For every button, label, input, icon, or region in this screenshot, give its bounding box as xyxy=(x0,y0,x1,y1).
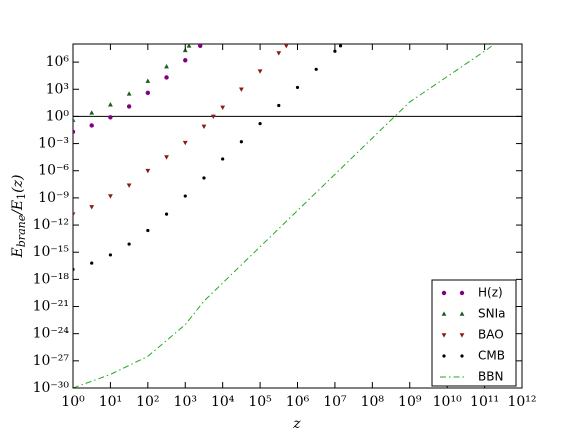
data-point xyxy=(239,140,243,144)
data-point xyxy=(145,78,151,83)
data-point xyxy=(202,176,206,180)
y-label-part: 1 xyxy=(15,193,28,200)
y-axis-label: Ebrane/E1(z) xyxy=(10,175,28,259)
y-tick-label: 10⁻³ xyxy=(38,136,69,152)
data-point xyxy=(276,51,282,56)
data-point xyxy=(126,183,132,188)
x-tick-label: 10¹ xyxy=(99,394,122,410)
data-point xyxy=(257,69,263,74)
y-label-part: (z) xyxy=(10,175,26,193)
y-label-part: brane xyxy=(15,214,28,247)
data-point xyxy=(164,64,169,69)
x-tick-label: 10² xyxy=(136,394,159,410)
legend-swatch xyxy=(459,290,465,296)
data-point xyxy=(73,212,76,217)
data-point xyxy=(333,49,337,53)
data-point xyxy=(186,44,192,48)
data-point xyxy=(210,114,216,120)
x-tick-label: 10⁵ xyxy=(248,394,272,410)
data-point xyxy=(146,228,150,233)
data-point xyxy=(89,205,95,210)
y-label-part: E xyxy=(10,247,26,258)
y-label-part: /E xyxy=(10,200,26,217)
legend-label: CMB xyxy=(478,349,505,363)
data-point xyxy=(198,44,203,49)
data-point xyxy=(73,117,76,122)
legend-swatch xyxy=(459,333,465,338)
data-point xyxy=(90,261,94,265)
data-point xyxy=(108,253,113,257)
legend-swatch xyxy=(441,311,447,316)
data-point xyxy=(238,87,244,92)
x-tick-label: 10⁹ xyxy=(398,394,422,410)
data-point xyxy=(182,140,188,146)
data-point xyxy=(295,85,300,90)
x-tick-label: 10⁴ xyxy=(211,394,235,410)
x-tick-label: 10⁷ xyxy=(323,394,347,410)
y-tick-label: 10⁻²⁷ xyxy=(33,353,70,369)
x-tick-label: 10³ xyxy=(174,394,197,410)
y-tick-label: 10⁰ xyxy=(46,108,70,124)
x-tick-label: 10¹¹ xyxy=(470,394,499,410)
data-point xyxy=(89,110,95,115)
data-point xyxy=(73,267,75,272)
data-point xyxy=(164,75,169,80)
data-point xyxy=(283,44,289,49)
data-point xyxy=(258,122,262,126)
x-tick-label: 10¹⁰ xyxy=(433,394,462,410)
data-point xyxy=(183,194,187,198)
plot-area xyxy=(73,44,522,388)
legend-label: BAO xyxy=(478,328,504,342)
data-point xyxy=(164,155,169,160)
data-point xyxy=(220,105,226,110)
y-tick-label: 10⁻⁶ xyxy=(38,163,69,179)
x-axis-label: z xyxy=(292,416,301,432)
x-tick-label: 10⁸ xyxy=(361,394,385,410)
x-tick-label: 10⁰ xyxy=(61,394,85,410)
y-tick-label: 10⁻²⁴ xyxy=(33,326,70,342)
legend-label: H(z) xyxy=(478,286,503,300)
data-point xyxy=(126,91,132,96)
data-point xyxy=(314,67,318,71)
y-tick-label: 10⁻¹⁵ xyxy=(33,244,70,260)
x-tick-label: 10⁶ xyxy=(286,394,310,410)
data-point xyxy=(145,168,151,174)
y-tick-label: 10⁻²¹ xyxy=(33,299,69,315)
legend-swatch xyxy=(459,311,465,316)
data-point xyxy=(108,102,113,107)
legend-swatch xyxy=(442,354,446,358)
legend-swatch xyxy=(441,290,447,296)
data-point xyxy=(89,123,94,128)
x-tick-label: 10¹² xyxy=(507,394,536,410)
legend-label: BBN xyxy=(478,370,503,384)
data-point xyxy=(338,44,343,48)
data-point xyxy=(108,115,113,120)
legend-box xyxy=(431,279,517,387)
data-point xyxy=(127,242,131,246)
y-tick-label: 10³ xyxy=(46,81,69,97)
legend-swatch xyxy=(460,354,464,358)
data-point xyxy=(164,212,169,216)
y-tick-label: 10⁻¹⁸ xyxy=(33,271,70,287)
data-point xyxy=(126,104,132,109)
data-point xyxy=(201,124,207,130)
y-tick-label: 10⁶ xyxy=(46,54,70,70)
data-point xyxy=(145,90,151,96)
legend-label: SNIa xyxy=(478,307,506,321)
y-tick-label: 10⁻³⁰ xyxy=(33,380,70,396)
y-tick-label: 10⁻⁹ xyxy=(38,190,69,206)
data-point xyxy=(183,58,188,63)
y-tick-label: 10⁻¹² xyxy=(33,217,69,233)
data-point xyxy=(73,129,76,135)
legend-swatch xyxy=(441,333,447,338)
data-point xyxy=(108,194,113,199)
data-point xyxy=(221,157,225,161)
data-point xyxy=(277,103,281,108)
